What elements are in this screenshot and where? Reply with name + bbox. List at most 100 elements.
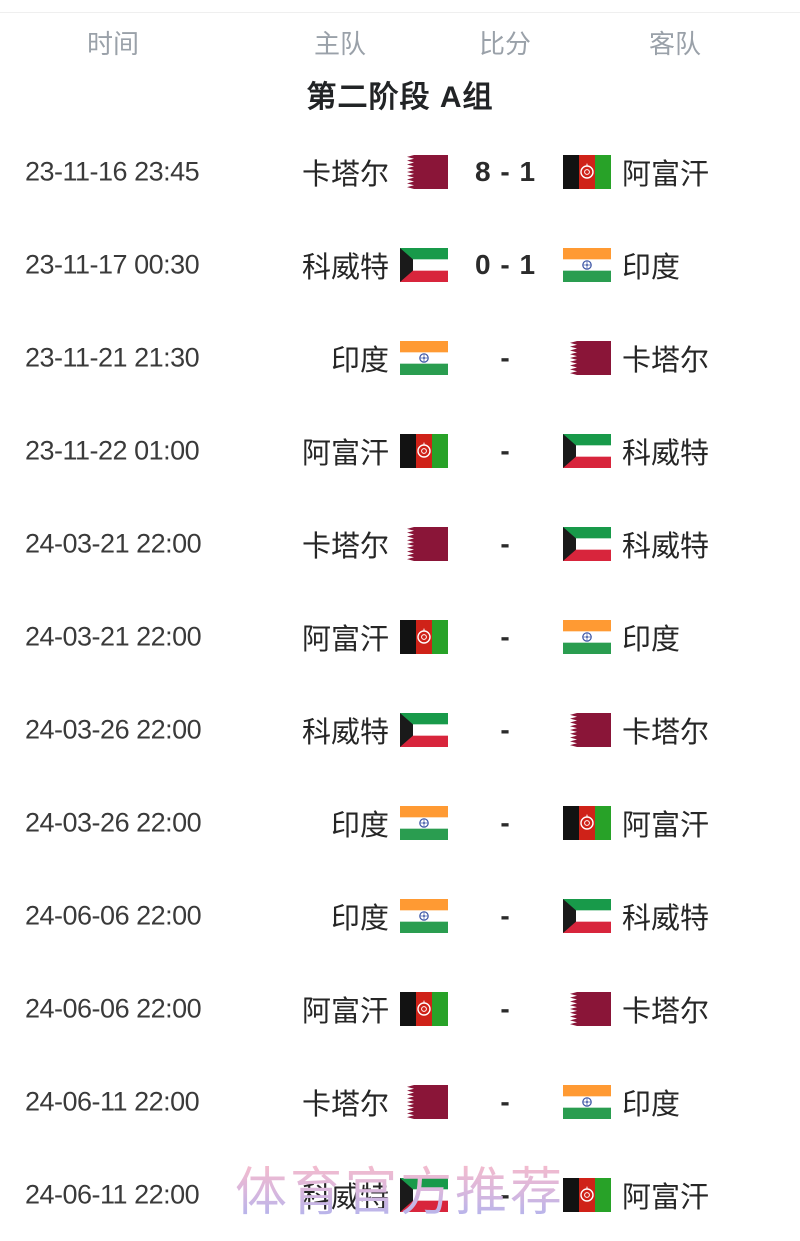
match-time: 24-06-06 22:00: [25, 900, 202, 930]
home-team-cell: 阿富汗: [0, 404, 448, 497]
away-team-cell: 印度: [563, 590, 680, 683]
match-row[interactable]: 23-11-16 23:45 卡塔尔 8 - 1 阿富汗: [0, 125, 800, 218]
column-header-score: 比分: [478, 29, 532, 59]
away-team-name: 卡塔尔: [622, 995, 710, 1028]
qatar-flag-icon: [563, 340, 611, 375]
qatar-flag-icon: [563, 991, 611, 1026]
away-team-cell: 阿富汗: [563, 125, 709, 218]
home-team-cell: 阿富汗: [0, 590, 448, 683]
home-team-cell: 卡塔尔: [0, 125, 448, 218]
home-team-name: 阿富汗: [301, 437, 389, 470]
india-flag-icon: [563, 247, 611, 282]
kuwait-flag-icon: [400, 247, 448, 282]
home-team-cell: 印度: [0, 869, 448, 962]
afghanistan-flag-icon: [563, 154, 611, 189]
match-list: 23-11-16 23:45 卡塔尔 8 - 1 阿富汗 23-11-17 00…: [0, 125, 800, 1241]
away-team-cell: 阿富汗: [563, 1148, 709, 1241]
home-team-cell: 卡塔尔: [0, 1055, 448, 1148]
match-time: 24-06-11 22:00: [25, 1086, 200, 1116]
match-row[interactable]: 24-03-21 22:00 阿富汗 - 印度: [0, 590, 800, 683]
afghanistan-flag-icon: [563, 805, 611, 840]
home-team-name: 科威特: [301, 1181, 389, 1214]
match-row[interactable]: 24-03-26 22:00 印度 - 阿富汗: [0, 776, 800, 869]
away-team-name: 科威特: [622, 902, 710, 935]
away-team-cell: 卡塔尔: [563, 683, 709, 776]
match-row[interactable]: 24-03-26 22:00 科威特 - 卡塔尔: [0, 683, 800, 776]
match-score: -: [500, 341, 511, 373]
match-time: 24-06-11 22:00: [25, 1179, 200, 1209]
home-team-cell: 印度: [0, 311, 448, 404]
home-team-name: 科威特: [301, 716, 389, 749]
match-time: 24-06-06 22:00: [25, 993, 202, 1023]
afghanistan-flag-icon: [400, 991, 448, 1026]
qatar-flag-icon: [563, 712, 611, 747]
match-time: 24-03-21 22:00: [25, 528, 202, 558]
match-time: 23-11-21 21:30: [25, 342, 200, 372]
away-team-name: 阿富汗: [622, 158, 710, 191]
away-team-name: 印度: [622, 251, 681, 284]
match-score: -: [500, 434, 511, 466]
match-time: 23-11-16 23:45: [25, 156, 200, 186]
away-team-cell: 科威特: [563, 497, 709, 590]
india-flag-icon: [400, 898, 448, 933]
match-score: 0 - 1: [474, 248, 537, 280]
match-row[interactable]: 24-06-11 22:00 科威特 - 阿富汗: [0, 1148, 800, 1241]
column-header-away: 客队: [648, 29, 702, 59]
qatar-flag-icon: [400, 526, 448, 561]
away-team-cell: 科威特: [563, 869, 709, 962]
match-time: 23-11-17 00:30: [25, 249, 200, 279]
away-team-name: 阿富汗: [622, 809, 710, 842]
match-score: 8 - 1: [474, 155, 537, 187]
home-team-name: 卡塔尔: [301, 1088, 389, 1121]
match-score: -: [500, 713, 511, 745]
away-team-cell: 印度: [563, 218, 680, 311]
match-row[interactable]: 23-11-21 21:30 印度 - 卡塔尔: [0, 311, 800, 404]
qatar-flag-icon: [400, 1084, 448, 1119]
home-team-name: 科威特: [301, 251, 389, 284]
match-row[interactable]: 24-06-11 22:00 卡塔尔 - 印度: [0, 1055, 800, 1148]
kuwait-flag-icon: [400, 712, 448, 747]
match-row[interactable]: 24-03-21 22:00 卡塔尔 - 科威特: [0, 497, 800, 590]
away-team-cell: 科威特: [563, 404, 709, 497]
india-flag-icon: [400, 340, 448, 375]
match-score: -: [500, 992, 511, 1024]
away-team-cell: 卡塔尔: [563, 962, 709, 1055]
away-team-name: 科威特: [622, 530, 710, 563]
column-header-row: 时间 主队 比分 客队: [0, 24, 800, 59]
india-flag-icon: [563, 1084, 611, 1119]
match-row[interactable]: 24-06-06 22:00 阿富汗 - 卡塔尔: [0, 962, 800, 1055]
group-stage-title: 第二阶段 A组: [306, 81, 494, 114]
match-score: -: [500, 1085, 511, 1117]
home-team-name: 印度: [330, 344, 389, 377]
match-time: 24-03-21 22:00: [25, 621, 202, 651]
away-team-name: 卡塔尔: [622, 716, 710, 749]
home-team-cell: 科威特: [0, 218, 448, 311]
away-team-name: 印度: [622, 623, 681, 656]
home-team-name: 印度: [330, 809, 389, 842]
home-team-cell: 科威特: [0, 1148, 448, 1241]
kuwait-flag-icon: [563, 898, 611, 933]
away-team-name: 科威特: [622, 437, 710, 470]
home-team-cell: 卡塔尔: [0, 497, 448, 590]
match-score: -: [500, 527, 511, 559]
home-team-cell: 阿富汗: [0, 962, 448, 1055]
column-header-time: 时间: [86, 29, 140, 59]
match-time: 24-03-26 22:00: [25, 714, 202, 744]
match-score: -: [500, 899, 511, 931]
match-score: -: [500, 806, 511, 838]
match-time: 24-03-26 22:00: [25, 807, 202, 837]
away-team-name: 阿富汗: [622, 1181, 710, 1214]
home-team-name: 卡塔尔: [301, 530, 389, 563]
match-row[interactable]: 24-06-06 22:00 印度 - 科威特: [0, 869, 800, 962]
away-team-cell: 印度: [563, 1055, 680, 1148]
afghanistan-flag-icon: [400, 619, 448, 654]
qatar-flag-icon: [400, 154, 448, 189]
top-divider: [0, 12, 800, 13]
home-team-cell: 印度: [0, 776, 448, 869]
kuwait-flag-icon: [563, 433, 611, 468]
match-row[interactable]: 23-11-22 01:00 阿富汗 - 科威特: [0, 404, 800, 497]
away-team-cell: 卡塔尔: [563, 311, 709, 404]
match-row[interactable]: 23-11-17 00:30 科威特 0 - 1 印度: [0, 218, 800, 311]
home-team-name: 阿富汗: [301, 623, 389, 656]
match-score: -: [500, 1178, 511, 1210]
